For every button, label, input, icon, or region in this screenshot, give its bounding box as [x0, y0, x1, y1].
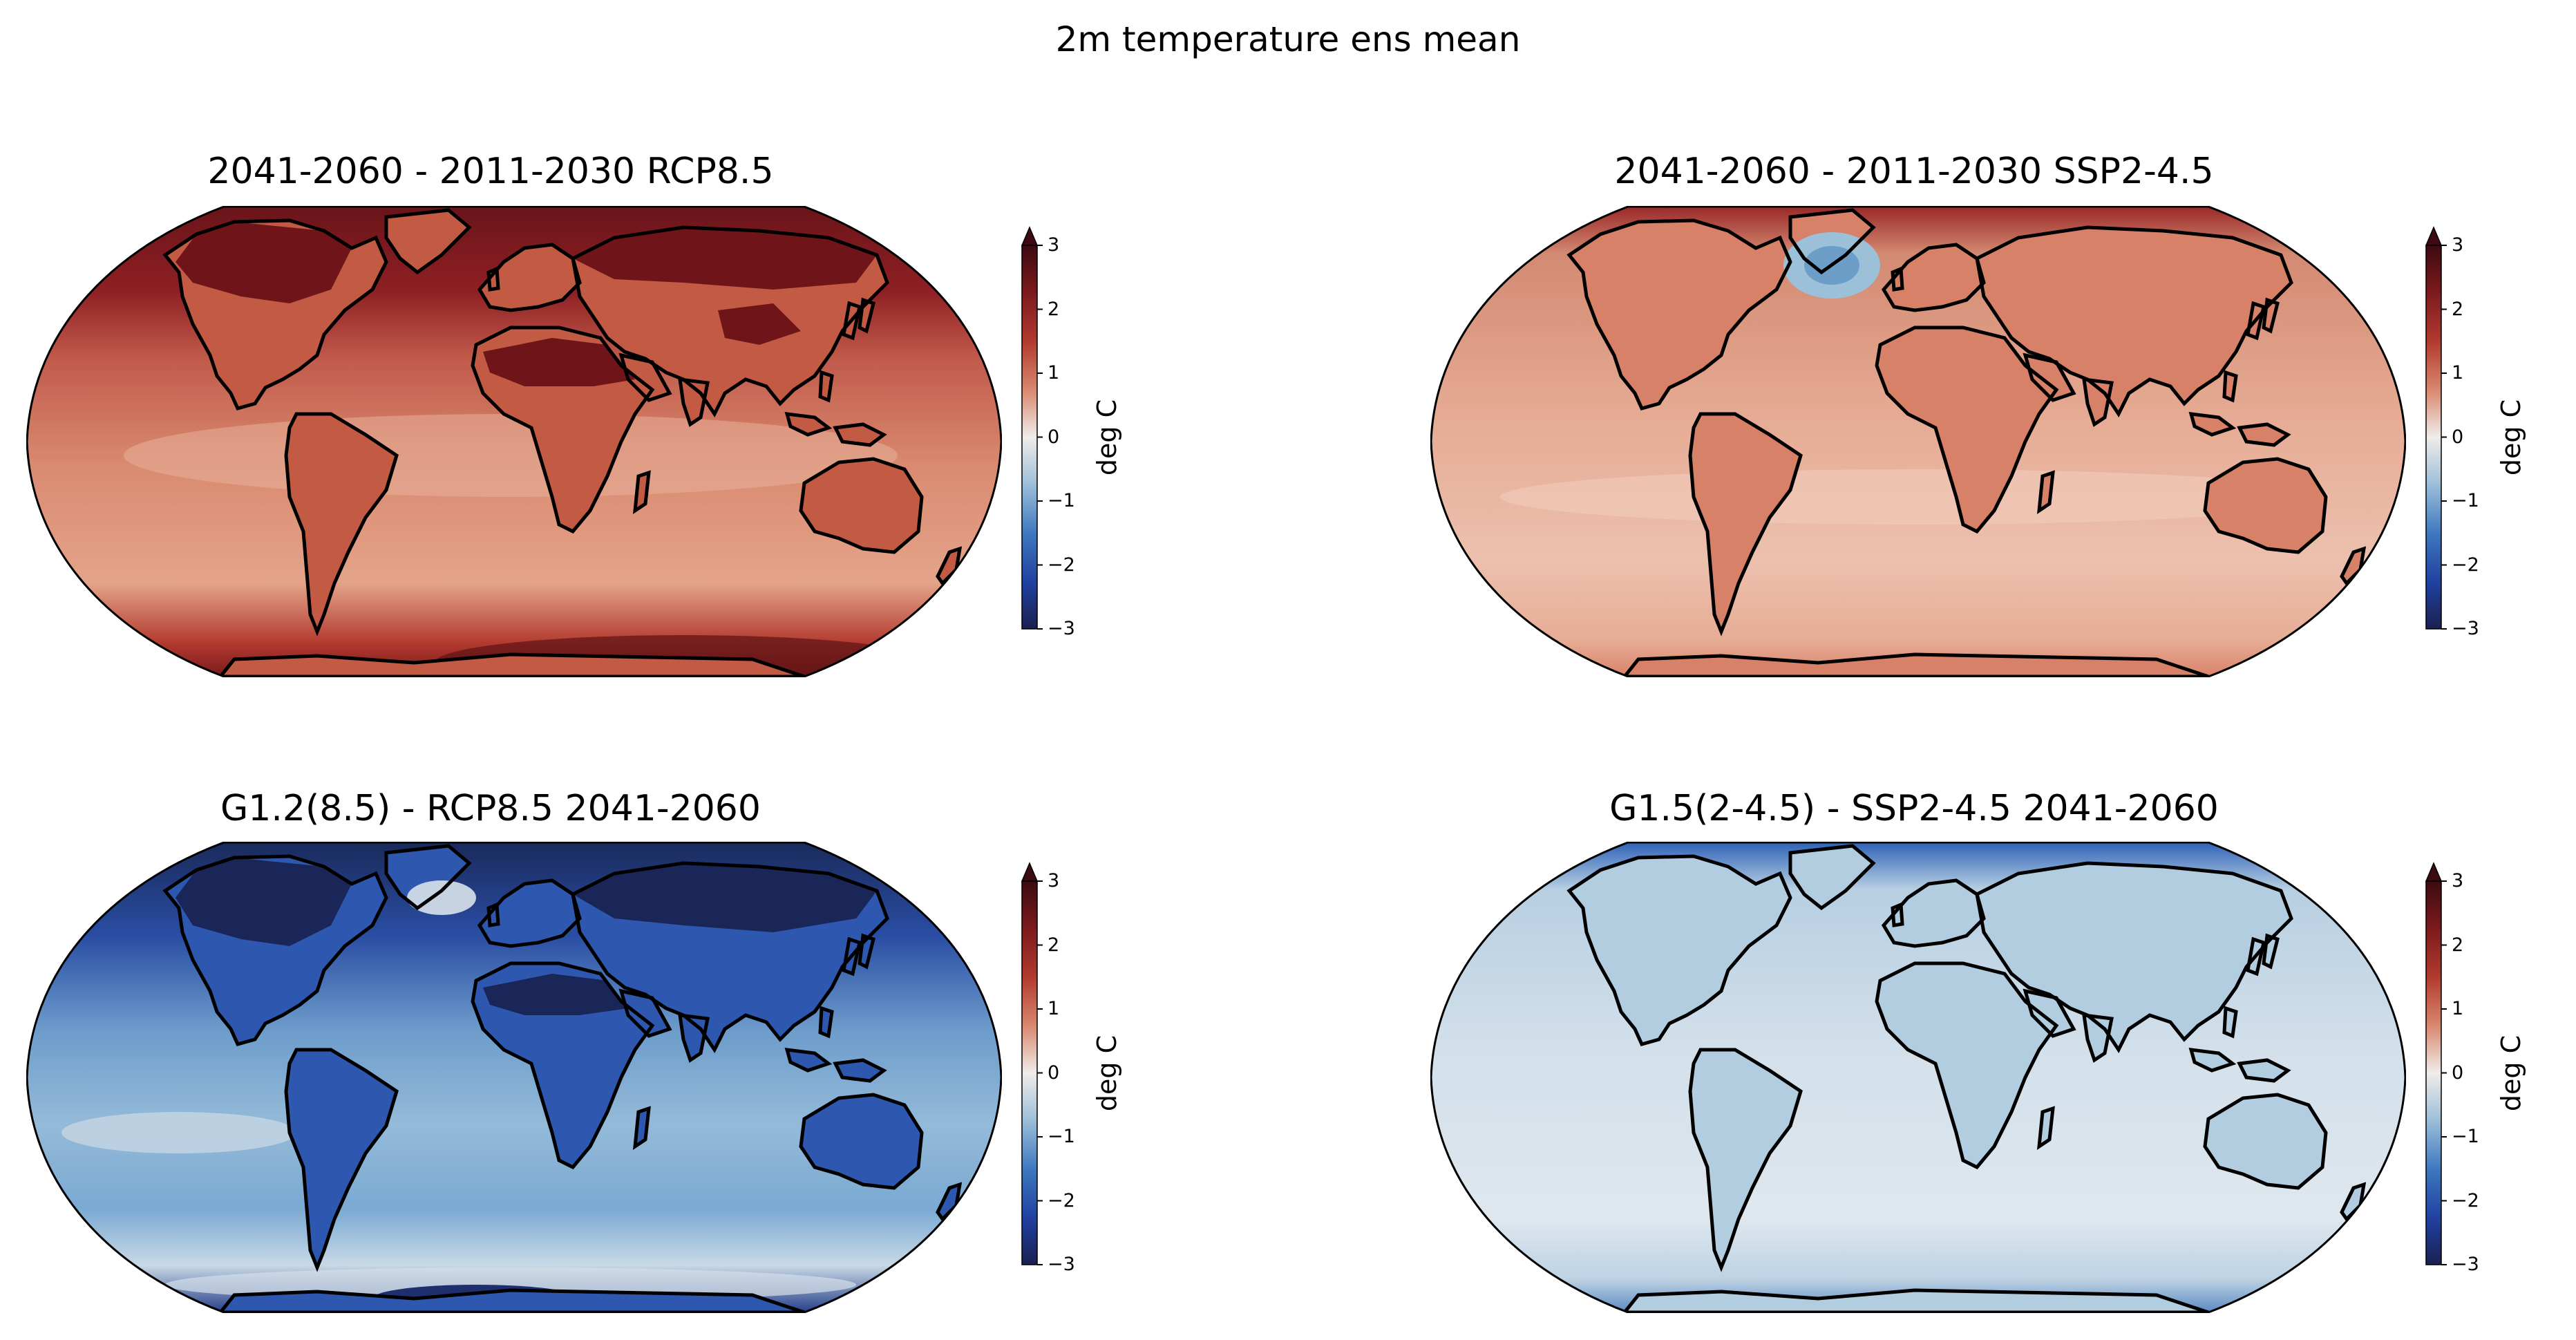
panel-title-1: 2041-2060 - 2011-2030 RCP8.5	[207, 151, 774, 192]
colorbar-tick-label: −3	[2452, 618, 2479, 639]
colorbar-label: deg C	[2496, 399, 2526, 475]
colorbar-3	[1021, 862, 1043, 1265]
colorbar-tick-label: −1	[1048, 490, 1075, 511]
colorbar-label: deg C	[1092, 399, 1122, 475]
panel-title-3: G1.2(8.5) - RCP8.5 2041-2060	[220, 788, 761, 829]
colorbar-tick-label: 3	[1048, 870, 1060, 891]
colorbar-1	[1021, 226, 1043, 630]
panel-title-4: G1.5(2-4.5) - SSP2-4.5 2041-2060	[1609, 788, 2219, 829]
colorbar-tick-label: 1	[2452, 998, 2464, 1019]
colorbar-tick-label: 2	[1048, 298, 1060, 320]
colorbar-tick-label: −1	[2452, 1126, 2479, 1147]
colorbar-tick-label: 0	[2452, 1061, 2464, 1084]
colorbar-tick-label: −1	[1048, 1126, 1075, 1147]
colorbar-tick-label: −3	[1048, 618, 1075, 639]
colorbar-tick-label: 2	[1048, 934, 1060, 956]
map-panel-4	[1430, 842, 2406, 1313]
colorbar-tick-label: 0	[2452, 426, 2464, 448]
colorbar-tick-label: −2	[2452, 554, 2479, 576]
colorbar-tick-label: 1	[2452, 362, 2464, 384]
colorbar-4	[2425, 862, 2447, 1265]
colorbar-tick-label: 3	[1048, 234, 1060, 256]
colorbar-tick-label: 3	[2452, 870, 2464, 891]
colorbar-tick-label: −1	[2452, 490, 2479, 511]
colorbar-tick-label: −2	[2452, 1189, 2479, 1211]
colorbar-tick-label: 0	[1048, 1061, 1060, 1084]
figure-title: 2m temperature ens mean	[1055, 19, 1521, 59]
colorbar-tick-label: 1	[1048, 362, 1060, 384]
colorbar-gradient	[2425, 245, 2442, 630]
colorbar-tick-label: 2	[2452, 934, 2464, 956]
colorbar-tick-label: −3	[2452, 1254, 2479, 1275]
colorbar-tick-label: 0	[1048, 426, 1060, 448]
colorbar-tick-label: −2	[1048, 1189, 1075, 1211]
colorbar-extend-arrow	[1021, 226, 1039, 246]
colorbar-2	[2425, 226, 2447, 630]
map-panel-3	[26, 842, 1002, 1313]
map-panel-1	[26, 206, 1002, 677]
colorbar-extend-arrow	[2425, 226, 2443, 246]
colorbar-gradient	[2425, 880, 2442, 1265]
colorbar-extend-arrow	[2425, 862, 2443, 882]
colorbar-extend-arrow	[1021, 862, 1039, 882]
colorbar-label: deg C	[1092, 1035, 1122, 1111]
colorbar-tick-label: 2	[2452, 298, 2464, 320]
panel-title-2: 2041-2060 - 2011-2030 SSP2-4.5	[1614, 151, 2214, 192]
colorbar-tick-label: −2	[1048, 554, 1075, 576]
colorbar-tick-label: 1	[1048, 998, 1060, 1019]
map-panel-2	[1430, 206, 2406, 677]
colorbar-tick-label: −3	[1048, 1254, 1075, 1275]
colorbar-label: deg C	[2496, 1035, 2526, 1111]
colorbar-tick-label: 3	[2452, 234, 2464, 256]
colorbar-gradient	[1021, 880, 1038, 1265]
colorbar-gradient	[1021, 245, 1038, 630]
